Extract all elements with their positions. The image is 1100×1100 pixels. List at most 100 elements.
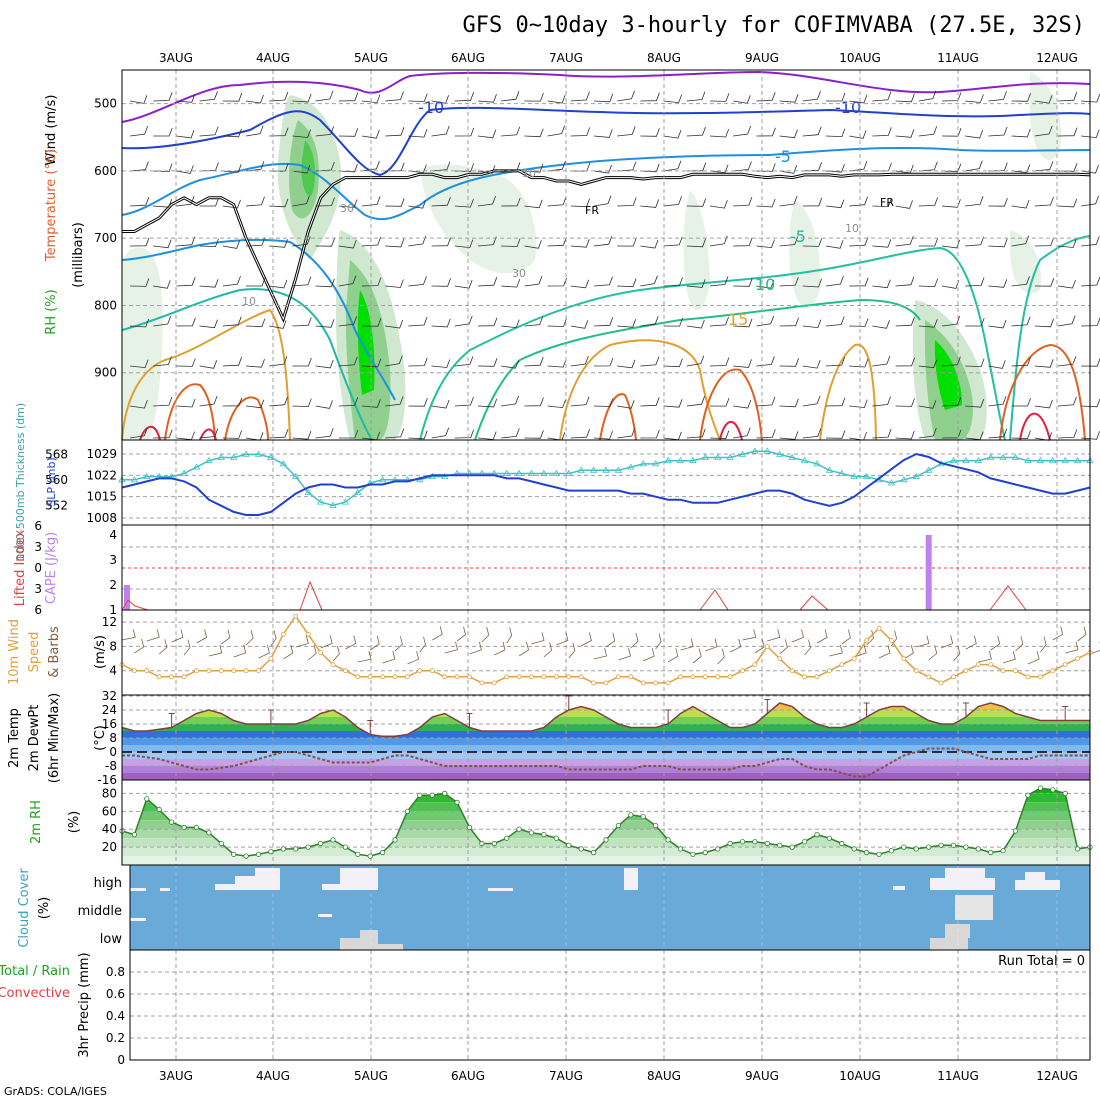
li-ytick-3: 3: [34, 582, 42, 596]
surface-barb-38: [593, 647, 608, 660]
chart-title: GFS 0~10day 3-hourly for COFIMVABA (27.5…: [462, 13, 1085, 38]
wind-point-61: [876, 625, 882, 631]
upper-barb-283: [779, 195, 798, 207]
wind-point-70: [988, 662, 994, 667]
upper-barb-165: [501, 278, 521, 288]
upper-barb-118: [385, 396, 404, 407]
upper-barb-309: [825, 430, 846, 439]
thickness-point-55: [800, 456, 809, 464]
rh-point-24: [417, 792, 423, 798]
upper-barb-209: [593, 430, 613, 440]
upper-barb-219: [617, 427, 636, 439]
upper-barb-246: [686, 319, 705, 329]
upper-grid: [122, 70, 1090, 440]
upper-barb-325: [872, 279, 891, 289]
upper-barb-401: [1057, 127, 1078, 137]
upper-barb-357: [941, 356, 961, 367]
rh-point-70: [988, 849, 994, 856]
rh-point-47: [702, 849, 708, 856]
upper-barb-170: [524, 92, 544, 102]
upper-barb-354: [941, 239, 961, 249]
surface-barb-29: [481, 626, 490, 643]
thickness-point-74: [1036, 456, 1045, 464]
upper-barb-180: [547, 94, 566, 104]
temp-ytick-4: 16: [102, 717, 117, 731]
temp-ytick-2: 0: [109, 745, 117, 759]
rh-point-23: [404, 808, 410, 814]
upper-barb-99: [338, 429, 359, 439]
thickness-point-44: [664, 456, 672, 464]
surface-barb-0: [121, 629, 136, 641]
upper-barb-269: [733, 427, 751, 439]
upper-barb-135: [431, 278, 451, 287]
temp-ytick-1: -8: [105, 759, 117, 773]
upper-barb-25: [176, 277, 196, 287]
upper-barb-266: [733, 318, 753, 328]
wind-point-34: [541, 674, 547, 680]
surface-barb-68: [965, 635, 977, 650]
upper-barb-33: [199, 197, 219, 207]
li-line-d: [799, 595, 829, 611]
surface-barb-11: [258, 644, 270, 659]
rh-point-38: [590, 849, 597, 856]
upper-barb-84: [315, 238, 335, 247]
thick-ytick-1: 560: [45, 473, 68, 487]
top-date-axis: 3AUG 4AUG 5AUG 6AUG 7AUG 8AUG 9AUG 10AUG 11AUG 12…: [159, 51, 1078, 65]
rh-point-15: [305, 844, 311, 850]
thickness-point-77: [1073, 456, 1082, 464]
upper-barb-11: [153, 127, 173, 137]
wind-point-68: [963, 668, 969, 674]
upper-barb-315: [849, 277, 869, 287]
rh-point-33: [528, 830, 535, 836]
surface-barb-14: [295, 635, 309, 648]
wind-point-10: [243, 668, 249, 674]
upper-barb-83: [315, 197, 335, 207]
upper-barb-410: [1081, 93, 1100, 103]
upper-barb-53: [245, 196, 265, 207]
upper-barb-291: [802, 126, 822, 137]
top-date-4: 7AUG: [549, 51, 583, 65]
upper-barb-361: [965, 129, 984, 139]
upper-barb-48: [222, 397, 243, 407]
temp-ytick-5: 24: [102, 703, 117, 717]
upper-barb-268: [733, 399, 752, 409]
upper-barb-348: [918, 400, 937, 409]
upper-barb-67: [269, 355, 288, 367]
upper-barb-334: [895, 235, 914, 247]
rh-point-16: [317, 840, 324, 847]
upper-barb-123: [408, 200, 427, 209]
upper-barb-364: [965, 236, 985, 247]
upper-barb-293: [802, 197, 823, 207]
upper-barb-85: [315, 278, 335, 288]
rh-point-41: [628, 812, 634, 818]
upper-barb-265: [733, 278, 753, 287]
upper-barb-56: [245, 318, 266, 328]
rh-point-25: [429, 792, 435, 798]
surface-barb-21: [382, 651, 396, 664]
top-date-0: 3AUG: [159, 51, 193, 65]
rh-point-77: [1075, 846, 1081, 852]
bottom-date-5: 8AUG: [647, 1069, 681, 1083]
upper-barb-148: [454, 396, 474, 407]
upper-barb-409: [1057, 429, 1078, 439]
surface-barb-8: [221, 629, 231, 645]
upper-barb-235: [663, 277, 683, 287]
upper-barb-100: [361, 94, 381, 104]
upper-barb-125: [408, 276, 427, 287]
ylabel-precip-c: 3hr Precip (mm): [77, 952, 92, 1057]
upper-barb-394: [1034, 237, 1055, 247]
upper-barb-406: [1057, 315, 1076, 327]
upper-barb-395: [1034, 278, 1055, 287]
thickness-point-52: [763, 447, 772, 454]
thickness-point-51: [751, 447, 759, 454]
wind-point-63: [901, 656, 907, 661]
upper-barb-155: [477, 277, 498, 287]
slp-ytick-2: 1022: [86, 468, 117, 482]
upper-barb-411: [1081, 129, 1100, 139]
upper-barb-303: [825, 199, 845, 209]
upper-barb-221: [640, 128, 660, 137]
upper-barb-274: [756, 239, 775, 249]
surface-barb-36: [568, 642, 576, 659]
rh-point-1: [131, 831, 137, 838]
surface-barb-31: [506, 627, 513, 644]
